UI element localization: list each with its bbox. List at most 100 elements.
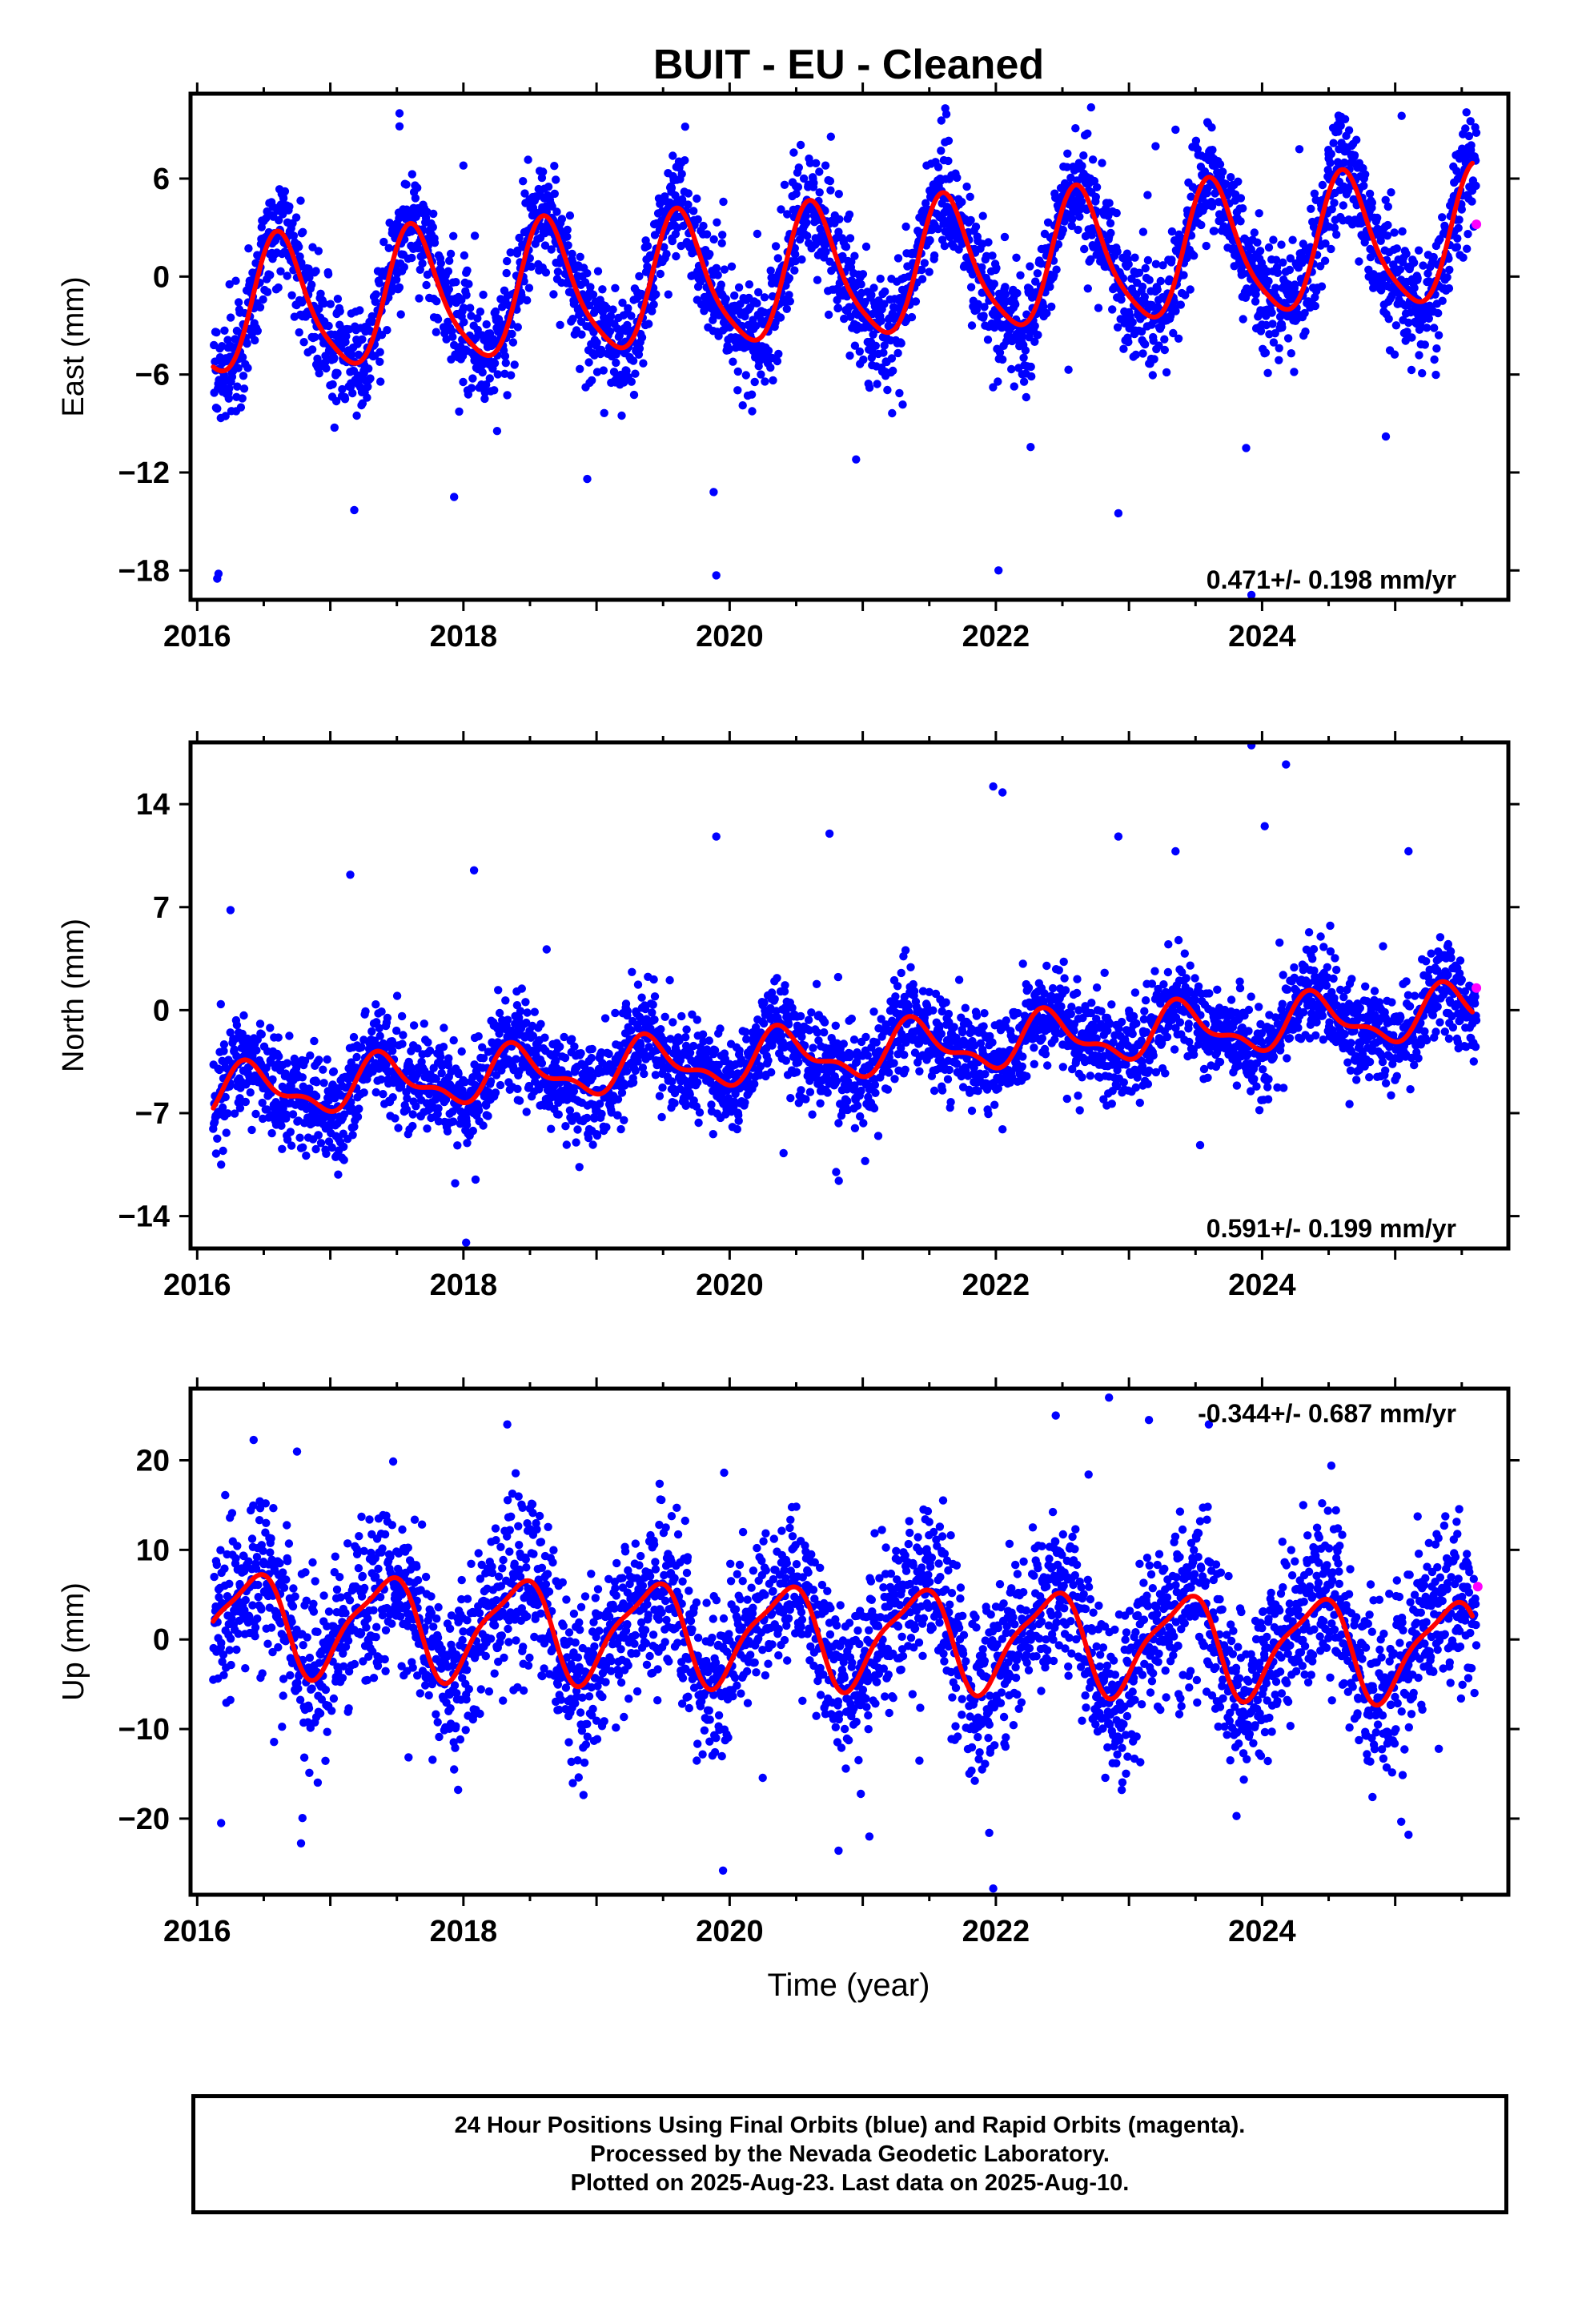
east-final-point bbox=[637, 333, 647, 342]
north-final-point bbox=[299, 1143, 307, 1152]
north-final-point bbox=[677, 1011, 686, 1021]
east-final-point bbox=[850, 341, 860, 350]
east-final-point bbox=[1236, 194, 1246, 203]
east-final-point bbox=[1064, 365, 1073, 374]
east-final-point bbox=[835, 215, 844, 223]
east-final-point bbox=[1443, 273, 1452, 282]
east-final-point bbox=[1151, 142, 1160, 151]
east-final-point bbox=[1063, 149, 1072, 158]
east-final-point bbox=[338, 384, 347, 394]
north-final-point bbox=[705, 1036, 713, 1045]
east-final-point bbox=[513, 246, 522, 255]
east-final-point bbox=[1367, 198, 1377, 207]
north-final-point bbox=[650, 992, 660, 1001]
east-final-point bbox=[227, 372, 237, 381]
north-final-point bbox=[670, 1099, 679, 1108]
east-final-point bbox=[323, 270, 333, 279]
east-final-point bbox=[1021, 346, 1030, 355]
east-final-point bbox=[315, 369, 323, 378]
east-final-point bbox=[1207, 202, 1217, 211]
east-final-point bbox=[757, 370, 765, 379]
east-final-point bbox=[408, 253, 416, 263]
east-y-tick-label: 6 bbox=[153, 163, 170, 196]
north-final-point bbox=[232, 1020, 242, 1030]
east-final-point bbox=[498, 303, 507, 312]
east-final-point bbox=[233, 382, 242, 391]
east-outlier-point bbox=[583, 474, 592, 484]
east-final-point bbox=[989, 383, 998, 392]
east-final-point bbox=[761, 377, 769, 386]
east-final-point bbox=[1413, 274, 1422, 283]
east-outlier-point bbox=[350, 505, 359, 515]
east-final-point bbox=[1444, 283, 1454, 293]
east-final-point bbox=[652, 290, 661, 299]
east-final-point bbox=[978, 263, 986, 271]
east-final-point bbox=[937, 147, 946, 155]
east-final-point bbox=[371, 290, 380, 299]
east-final-point bbox=[1340, 158, 1349, 167]
east-outlier-point bbox=[994, 566, 1003, 575]
east-final-point bbox=[331, 396, 341, 406]
north-final-point bbox=[439, 1043, 448, 1051]
east-rate-label: 0.471+/- 0.198 mm/yr bbox=[1207, 565, 1456, 594]
east-final-point bbox=[887, 354, 897, 363]
east-x-tick-label: 2024 bbox=[1228, 620, 1296, 653]
east-final-point bbox=[1191, 136, 1201, 145]
north-final-point bbox=[620, 1116, 628, 1125]
east-final-point bbox=[793, 183, 803, 191]
east-final-point bbox=[713, 218, 721, 227]
east-final-point bbox=[1176, 300, 1186, 309]
east-final-point bbox=[253, 327, 262, 336]
east-final-point bbox=[834, 190, 844, 199]
east-final-point bbox=[606, 312, 616, 320]
north-final-point bbox=[523, 1008, 532, 1017]
north-final-point bbox=[219, 1040, 229, 1049]
north-final-point bbox=[287, 1141, 296, 1150]
east-final-point bbox=[1387, 188, 1395, 197]
east-final-point bbox=[1190, 251, 1199, 260]
east-final-point bbox=[1286, 254, 1295, 263]
east-final-point bbox=[418, 259, 427, 268]
east-x-tick-label: 2020 bbox=[696, 620, 764, 653]
north-final-point bbox=[658, 1083, 667, 1092]
east-final-point bbox=[1350, 151, 1359, 160]
east-final-point bbox=[467, 384, 476, 392]
east-final-point bbox=[295, 328, 303, 337]
east-final-point bbox=[1327, 244, 1335, 254]
north-final-point bbox=[355, 1104, 363, 1113]
east-final-point bbox=[1255, 209, 1263, 218]
east-final-point bbox=[1227, 173, 1235, 182]
north-final-point bbox=[444, 1054, 453, 1063]
east-final-point bbox=[797, 255, 806, 264]
north-final-point bbox=[616, 1124, 625, 1134]
north-final-point bbox=[760, 998, 769, 1007]
east-final-point bbox=[656, 269, 665, 279]
north-final-point bbox=[832, 1076, 841, 1086]
east-final-point bbox=[244, 244, 253, 253]
east-final-point bbox=[1310, 189, 1319, 198]
east-outlier-point bbox=[395, 122, 404, 131]
east-final-point bbox=[1083, 284, 1093, 293]
east-final-point bbox=[974, 300, 982, 308]
east-final-point bbox=[1340, 115, 1350, 123]
north-final-point bbox=[767, 1068, 776, 1077]
east-final-point bbox=[1373, 213, 1382, 223]
east-final-point bbox=[1079, 151, 1088, 160]
north-final-point bbox=[423, 1124, 432, 1133]
east-y-axis-label: East (mm) bbox=[57, 276, 90, 416]
east-final-point bbox=[1001, 283, 1010, 292]
east-final-point bbox=[671, 191, 680, 200]
east-final-point bbox=[226, 313, 235, 322]
north-final-point bbox=[353, 1112, 363, 1121]
east-final-point bbox=[415, 294, 424, 303]
east-final-point bbox=[1138, 227, 1148, 236]
east-final-point bbox=[1419, 261, 1427, 270]
east-final-point bbox=[375, 357, 384, 366]
east-final-point bbox=[568, 249, 576, 259]
north-final-point bbox=[588, 1044, 596, 1054]
east-final-point bbox=[760, 293, 769, 302]
east-final-point bbox=[1143, 255, 1153, 265]
north-final-point bbox=[716, 1024, 725, 1033]
east-outlier-point bbox=[821, 161, 830, 170]
east-final-point bbox=[789, 148, 798, 157]
